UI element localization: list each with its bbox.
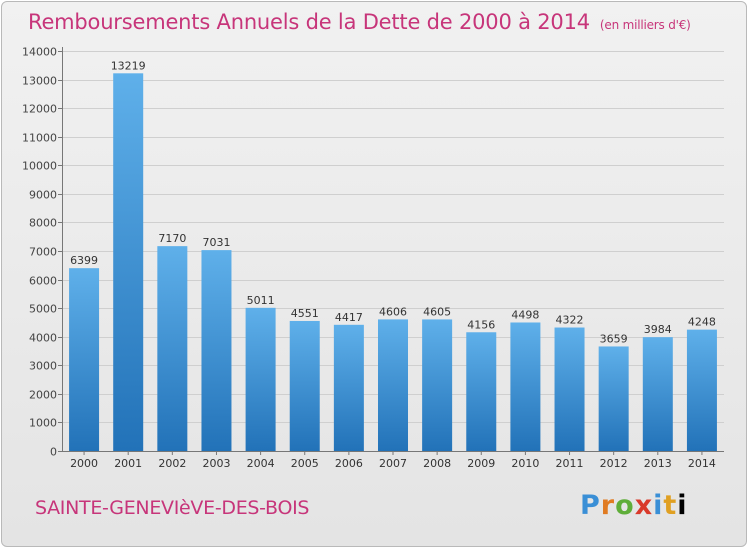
y-tick-label: 1000 — [29, 417, 57, 430]
bar — [333, 324, 364, 451]
logo-letter: o — [615, 490, 635, 521]
data-label: 7031 — [202, 236, 230, 249]
logo-letter: x — [634, 490, 654, 521]
bar — [113, 73, 144, 452]
data-label: 3984 — [644, 323, 672, 336]
x-tick-label: 2007 — [379, 457, 407, 470]
x-tick-label: 2014 — [688, 457, 716, 470]
bar — [378, 319, 408, 451]
x-tick-label: 2000 — [70, 457, 98, 470]
data-label: 5011 — [247, 294, 275, 307]
logo-letter: r — [600, 490, 616, 521]
bar — [642, 337, 673, 451]
data-label: 4417 — [335, 311, 363, 324]
y-tick-label: 13000 — [22, 75, 57, 88]
data-label: 4498 — [511, 308, 539, 321]
logo-letter: i — [653, 490, 664, 521]
title-text: Remboursements Annuels de la Dette de 20… — [28, 10, 590, 34]
logo-letter: P — [580, 490, 601, 521]
x-tick-label: 2004 — [247, 457, 275, 470]
data-label: 4156 — [467, 318, 495, 331]
x-tick-label: 2002 — [158, 457, 186, 470]
axes — [58, 47, 724, 455]
y-tick-label: 11000 — [22, 132, 57, 145]
chart-title: Remboursements Annuels de la Dette de 20… — [28, 10, 691, 34]
x-tick-label: 2009 — [467, 457, 495, 470]
bar — [466, 332, 497, 451]
data-label: 4322 — [556, 314, 584, 327]
bar — [69, 268, 100, 451]
logo-letter: t — [663, 490, 678, 521]
bar — [510, 322, 541, 451]
y-tick-label: 9000 — [29, 189, 57, 202]
x-tick-label: 2006 — [335, 457, 363, 470]
x-tick-label: 2011 — [556, 457, 584, 470]
y-tick-label: 5000 — [29, 303, 57, 316]
data-label: 4605 — [423, 305, 451, 318]
bar — [422, 319, 453, 451]
bar — [157, 246, 188, 451]
x-tick-label: 2003 — [202, 457, 230, 470]
data-label: 6399 — [70, 254, 98, 267]
y-tick-label: 10000 — [22, 160, 57, 173]
x-tick-label: 2010 — [511, 457, 539, 470]
bar — [245, 307, 276, 451]
data-label: 3659 — [600, 332, 628, 345]
y-tick-label: 3000 — [29, 360, 57, 373]
proxiti-logo: Proxiti — [580, 490, 688, 521]
data-label: 7170 — [158, 232, 186, 245]
x-tick-label: 2008 — [423, 457, 451, 470]
y-tick-label: 7000 — [29, 246, 57, 259]
data-label: 4248 — [688, 316, 716, 329]
y-tick-label: 4000 — [29, 332, 57, 345]
logo-letter: i — [677, 490, 688, 521]
bar — [201, 250, 232, 451]
y-tick-label: 8000 — [29, 217, 57, 230]
bars — [69, 73, 717, 452]
x-tick-label: 2012 — [600, 457, 628, 470]
data-label: 4551 — [291, 307, 319, 320]
bar — [686, 329, 717, 451]
y-tick-label: 2000 — [29, 389, 57, 402]
data-label: 4606 — [379, 305, 407, 318]
y-tick-label: 14000 — [22, 46, 57, 59]
labels: 0 1000 2000 3000 4000 5000 6000 7000 8000 9000 100… — [22, 46, 716, 471]
x-tick-label: 2005 — [291, 457, 319, 470]
y-tick-label: 12000 — [22, 103, 57, 116]
bar — [554, 327, 585, 451]
y-tick-label: 0 — [50, 446, 57, 459]
bar — [289, 320, 320, 451]
chart-subtitle: (en milliers d'€) — [599, 18, 691, 32]
data-label: 13219 — [111, 59, 146, 72]
x-tick-label: 2001 — [114, 457, 142, 470]
city-name: SAINTE-GENEVIèVE-DES-BOIS — [35, 497, 310, 519]
y-tick-label: 6000 — [29, 275, 57, 288]
bar — [598, 346, 629, 451]
x-tick-label: 2013 — [644, 457, 672, 470]
